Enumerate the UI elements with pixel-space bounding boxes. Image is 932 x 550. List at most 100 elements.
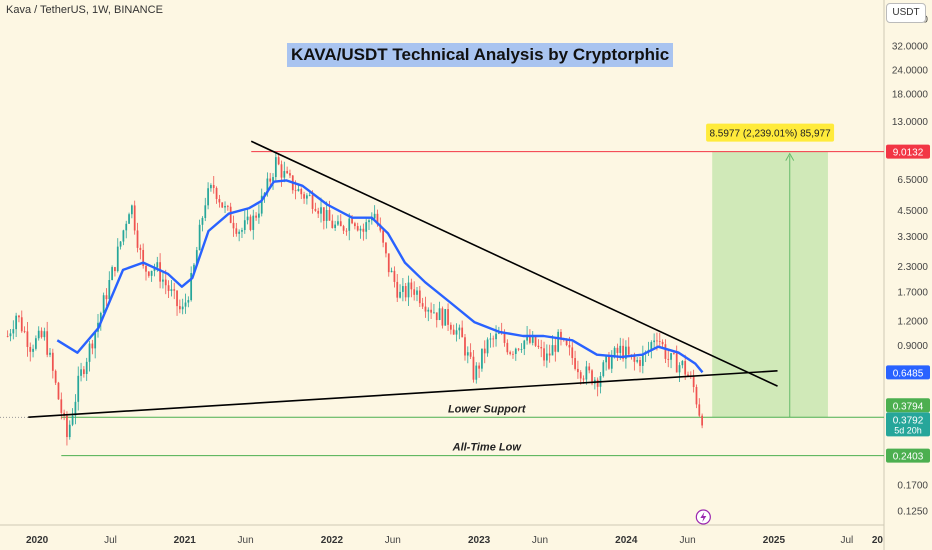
candle-body [413, 289, 416, 295]
candle-body [452, 329, 455, 335]
candle-body [512, 353, 514, 355]
candle-body [136, 230, 139, 248]
candle-body [289, 173, 291, 176]
candle-body [627, 346, 630, 355]
candle-body [613, 347, 616, 357]
candle-body [325, 210, 328, 221]
candle-body [376, 213, 379, 225]
candle-body [153, 267, 156, 271]
candle-body [475, 365, 478, 380]
candle-body [35, 338, 37, 349]
candle-body [574, 358, 576, 369]
y-tick-label: 0.9000 [897, 341, 928, 352]
candle-body [565, 339, 568, 346]
candle-body [520, 348, 523, 350]
candle-body [311, 195, 314, 209]
candle-body [554, 345, 557, 352]
candle-body [656, 340, 658, 342]
candle-body [187, 300, 190, 303]
candle-body [534, 336, 537, 346]
candle-body [418, 290, 421, 304]
candle-body [246, 216, 249, 221]
candle-body [619, 345, 622, 353]
candle-body [66, 415, 68, 438]
candle-body [300, 188, 303, 195]
candle-body [399, 291, 401, 298]
y-tick-label: 0.1250 [897, 506, 928, 517]
candle-body [266, 178, 269, 194]
candle-body [444, 309, 447, 326]
candle-body [74, 401, 77, 416]
candle-body [667, 358, 670, 360]
y-tick-label: 1.2000 [897, 317, 928, 328]
y-tick-label: 24.0000 [892, 66, 929, 77]
candle-body [68, 424, 71, 438]
level-label-lower-support: Lower Support [448, 403, 527, 415]
candle-body [150, 270, 153, 276]
candle-body [147, 271, 150, 276]
candle-body [178, 306, 181, 310]
candle-body [37, 330, 40, 339]
candle-body [283, 171, 286, 178]
candle-body [314, 208, 317, 211]
candle-body [407, 282, 410, 298]
x-tick-label: 2024 [615, 535, 638, 546]
candle-body [249, 216, 252, 230]
candle-body [441, 308, 444, 326]
candle-body [243, 220, 246, 231]
candle-body [119, 241, 122, 247]
currency-unit-button[interactable]: USDT [886, 3, 926, 23]
candle-body [438, 308, 441, 321]
candle-body [125, 223, 128, 231]
candle-body [306, 195, 308, 199]
candle-body [29, 346, 32, 352]
candle-body [540, 347, 543, 349]
candle-body [201, 217, 204, 225]
candle-body [608, 356, 610, 369]
candle-body [469, 352, 472, 357]
candle-body [156, 262, 159, 268]
candle-body [577, 368, 579, 373]
candle-body [105, 295, 108, 300]
candle-body [193, 264, 195, 274]
candle-body [385, 242, 387, 254]
candle-body [582, 378, 585, 380]
candle-body [49, 352, 51, 355]
candle-body [698, 404, 701, 416]
candle-body [557, 331, 560, 352]
candle-body [221, 202, 224, 208]
candle-body [404, 286, 407, 298]
price-tag-label: 0.6485 [893, 368, 924, 379]
candle-body [523, 340, 526, 349]
candle-body [272, 177, 274, 182]
candle-body [85, 361, 88, 375]
candle-body [342, 226, 345, 231]
candle-body [99, 312, 102, 323]
candle-body [492, 338, 495, 340]
price-tag-label: 0.2403 [893, 452, 924, 463]
candle-body [486, 339, 489, 354]
candle-body [258, 213, 260, 218]
candle-body [596, 379, 599, 387]
candle-body [692, 376, 695, 388]
candle-body [545, 353, 548, 361]
symbol-header[interactable]: Kava / TetherUS, 1W, BINANCE [6, 4, 163, 16]
candle-body [114, 267, 116, 272]
candle-body [80, 369, 82, 376]
lightning-glyph [700, 512, 707, 522]
x-tick-label: 2021 [174, 535, 197, 546]
candle-body [483, 348, 486, 354]
candle-body [639, 360, 641, 366]
x-tick-label: Jun [532, 535, 548, 546]
candle-body [568, 345, 571, 348]
candle-body [622, 345, 624, 359]
candle-body [433, 312, 435, 314]
candle-body [675, 353, 678, 373]
candle-body [116, 246, 119, 272]
candle-body [362, 228, 365, 232]
candle-body [421, 303, 424, 307]
candle-body [464, 337, 466, 356]
candle-body [88, 343, 91, 362]
candle-body [6, 336, 9, 337]
